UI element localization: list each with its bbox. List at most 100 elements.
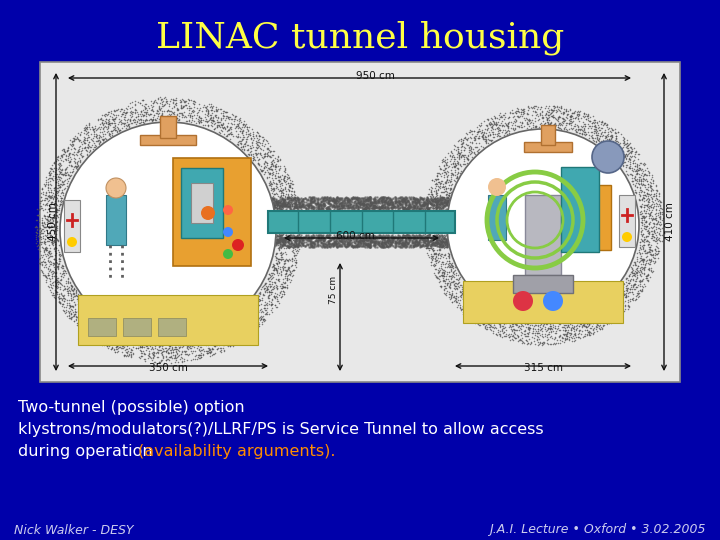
Point [629, 181, 641, 190]
Point [312, 235, 323, 244]
Point [107, 129, 118, 137]
Point [381, 233, 392, 241]
Point [374, 198, 386, 207]
Point [359, 232, 371, 241]
Point [313, 200, 325, 209]
Point [460, 129, 472, 138]
Point [65, 167, 76, 176]
Point [497, 315, 508, 324]
Point [310, 240, 321, 248]
Point [269, 204, 280, 213]
Point [440, 234, 451, 243]
Point [68, 285, 80, 293]
Point [565, 111, 577, 119]
Point [580, 114, 592, 123]
Point [390, 193, 401, 202]
Point [392, 199, 403, 208]
Point [455, 280, 467, 289]
Point [623, 292, 634, 300]
Point [433, 233, 445, 242]
Point [306, 193, 318, 201]
Point [283, 231, 294, 240]
Point [310, 235, 322, 244]
Point [342, 238, 354, 247]
Point [647, 203, 659, 212]
Point [235, 334, 246, 343]
Point [647, 252, 658, 261]
Point [248, 130, 259, 139]
Point [384, 193, 396, 202]
Point [267, 241, 279, 249]
Point [467, 318, 479, 327]
Point [285, 237, 297, 245]
Point [316, 234, 328, 243]
Point [442, 171, 454, 179]
Point [497, 329, 508, 338]
Point [364, 202, 376, 211]
Point [251, 309, 263, 318]
Point [649, 220, 660, 228]
Point [612, 292, 624, 300]
Point [289, 237, 301, 246]
Point [156, 109, 167, 117]
Point [647, 212, 658, 220]
Point [305, 201, 317, 210]
Point [276, 244, 287, 252]
Point [245, 310, 256, 319]
Point [396, 239, 408, 247]
Point [433, 169, 444, 178]
Point [71, 150, 82, 159]
Point [586, 312, 598, 321]
Point [246, 315, 257, 323]
Point [423, 204, 434, 212]
Point [122, 115, 133, 124]
Point [270, 249, 282, 258]
Point [569, 107, 580, 116]
Point [170, 98, 181, 107]
Point [361, 233, 373, 241]
Point [65, 136, 76, 144]
Point [651, 242, 662, 251]
Point [559, 333, 571, 342]
Point [339, 194, 351, 202]
Point [238, 117, 250, 125]
Point [287, 224, 298, 232]
Point [282, 265, 294, 274]
Point [421, 208, 433, 217]
Point [194, 333, 205, 341]
Point [372, 233, 383, 241]
Point [180, 347, 192, 355]
Point [271, 199, 282, 208]
Point [366, 232, 377, 240]
Point [427, 197, 438, 206]
Point [318, 194, 329, 203]
Point [361, 195, 372, 204]
Point [616, 302, 628, 311]
Point [232, 327, 243, 335]
Point [480, 121, 492, 130]
Point [282, 208, 294, 217]
Point [374, 197, 385, 205]
Point [638, 264, 649, 272]
Point [219, 336, 230, 345]
Point [240, 123, 252, 132]
Point [284, 228, 296, 237]
Point [626, 147, 638, 156]
Point [397, 241, 409, 249]
Point [444, 293, 455, 301]
Point [120, 104, 132, 112]
Point [336, 232, 348, 240]
Point [132, 112, 143, 120]
Point [310, 231, 322, 240]
Point [45, 192, 56, 200]
Point [343, 197, 354, 206]
Point [521, 336, 532, 345]
Point [287, 180, 298, 188]
Point [451, 143, 463, 152]
Point [298, 238, 310, 246]
Point [392, 234, 403, 242]
Point [195, 113, 207, 122]
Point [287, 234, 298, 242]
Point [639, 281, 650, 290]
Point [639, 260, 650, 269]
